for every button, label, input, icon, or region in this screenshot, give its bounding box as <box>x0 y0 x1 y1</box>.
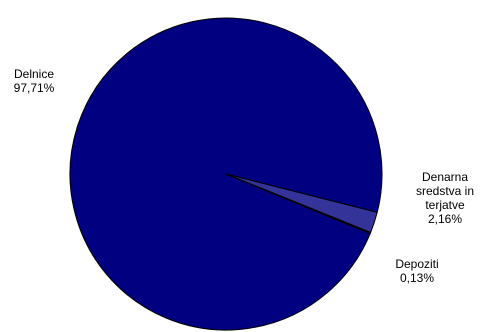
slice-name-label: Depoziti <box>395 257 438 271</box>
slice-label: Delnice 97,71% <box>14 67 55 95</box>
slice-name-label: Delnice <box>14 67 54 81</box>
slice-value-label: 2,16% <box>428 212 462 226</box>
pie-slice-depoziti <box>225 173 372 235</box>
slice-value-label: 0,13% <box>400 271 434 285</box>
slice-name-label: terjatve <box>425 198 465 212</box>
slice-label: Depoziti 0,13% <box>395 257 438 285</box>
slice-value-label: 97,71% <box>14 81 55 95</box>
slice-label: Denarna sredstva in terjatve 2,16% <box>416 170 474 226</box>
slice-labels: Delnice 97,71% Denarna sredstva in terjatve 2… <box>14 67 474 285</box>
slice-name-label: sredstva in <box>416 184 474 198</box>
slice-name-label: Denarna <box>422 170 468 184</box>
pie-slices <box>69 17 383 331</box>
